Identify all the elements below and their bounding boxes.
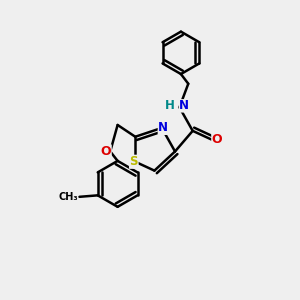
Text: H: H [165, 99, 175, 112]
Text: O: O [212, 133, 222, 146]
Text: CH₃: CH₃ [58, 192, 78, 202]
Text: N: N [179, 99, 189, 112]
Text: N: N [158, 122, 168, 134]
Text: O: O [100, 145, 111, 158]
Text: S: S [130, 155, 138, 168]
